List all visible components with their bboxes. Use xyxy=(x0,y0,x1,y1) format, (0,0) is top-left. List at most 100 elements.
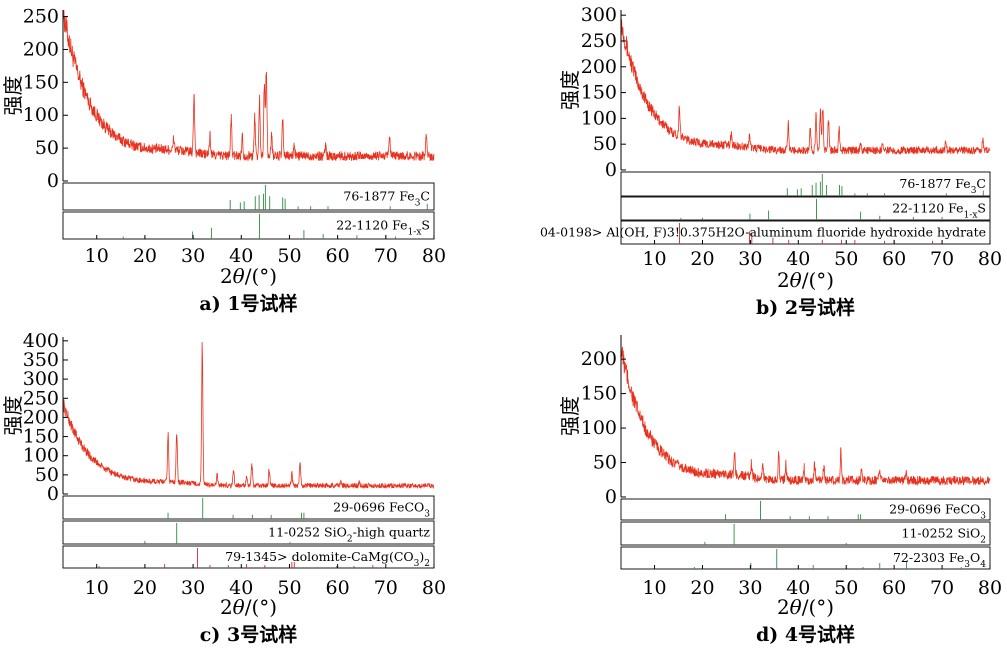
panel-caption: d) 4号试样 xyxy=(756,623,855,646)
reference-label: 29-0696 FeCO3 xyxy=(333,500,430,520)
x-tick-label: 60 xyxy=(326,245,350,267)
reference-pattern-1: 29-0696 FeCO3 xyxy=(620,498,991,522)
x-tick-label: 50 xyxy=(277,577,301,599)
y-tick-label: 200 xyxy=(23,406,59,428)
x-tick-label: 30 xyxy=(738,248,762,270)
y-tick-label: 100 xyxy=(23,104,59,126)
x-tick-label: 20 xyxy=(690,248,714,270)
y-axis-label: 强度 xyxy=(558,396,582,436)
x-tick-label: 20 xyxy=(133,577,157,599)
reference-pattern-1: 76-1877 Fe3C xyxy=(620,171,991,197)
x-tick-label: 20 xyxy=(690,577,714,599)
reference-label: 79-1345> dolomite-CaMg(CO3)2 xyxy=(225,549,430,569)
x-tick-label: 70 xyxy=(930,577,954,599)
y-tick-label: 50 xyxy=(35,464,59,486)
reference-box xyxy=(62,182,435,211)
reference-pattern-3: 79-1345> dolomite-CaMg(CO3)2 xyxy=(62,545,435,569)
x-tick-label: 70 xyxy=(374,577,398,599)
x-tick-label: 30 xyxy=(181,577,205,599)
y-tick-label: 150 xyxy=(581,82,617,104)
reference-box xyxy=(620,546,991,570)
panel-caption: c) 3号试样 xyxy=(200,623,297,646)
x-tick-label: 50 xyxy=(277,245,301,267)
x-tick-label: 60 xyxy=(882,248,906,270)
x-tick-label: 10 xyxy=(85,577,109,599)
reference-pattern-2: 11-0252 SiO2 xyxy=(620,521,991,546)
x-tick-label: 40 xyxy=(786,577,810,599)
reference-pattern-1: 29-0696 FeCO3 xyxy=(62,495,435,520)
y-tick-label: 250 xyxy=(23,6,59,28)
y-tick-label: 200 xyxy=(581,348,617,370)
y-tick-label: 400 xyxy=(23,330,59,352)
x-tick-label: 10 xyxy=(642,577,666,599)
reference-pattern-3: 04-0198> Al(OH, F)3!0.375H2O-aluminum fl… xyxy=(540,220,991,245)
x-axis-label: 2θ/(°) xyxy=(220,264,277,288)
spectrum-line xyxy=(620,346,991,487)
x-tick-label: 30 xyxy=(738,577,762,599)
spectrum-line xyxy=(620,19,991,156)
x-tick-label: 40 xyxy=(229,245,253,267)
x-tick-label: 80 xyxy=(978,248,1002,270)
x-tick-label: 30 xyxy=(181,245,205,267)
y-tick-label: 0 xyxy=(47,483,59,505)
y-tick-label: 150 xyxy=(581,383,617,405)
x-tick-label: 50 xyxy=(834,248,858,270)
y-tick-label: 200 xyxy=(581,56,617,78)
y-axis-label: 强度 xyxy=(558,70,582,110)
x-axis-label: 2θ/(°) xyxy=(220,595,277,619)
x-tick-label: 60 xyxy=(882,577,906,599)
y-tick-label: 150 xyxy=(23,426,59,448)
reference-box xyxy=(620,196,991,221)
x-tick-label: 10 xyxy=(85,245,109,267)
y-tick-label: 100 xyxy=(581,417,617,439)
panel-caption: a) 1号试样 xyxy=(199,292,297,315)
y-tick-label: 50 xyxy=(35,137,59,159)
x-tick-label: 10 xyxy=(642,248,666,270)
reference-label: 22-1120 Fe1-xS xyxy=(892,201,986,221)
reference-pattern-3: 72-2303 Fe3O4 xyxy=(620,546,991,570)
y-tick-label: 150 xyxy=(23,71,59,93)
y-tick-label: 250 xyxy=(581,30,617,52)
xrd-panel-2: 0 50 100 150 200 250 300 强度 76-1877 Fe3C 22-1120 … xyxy=(540,4,1002,319)
y-tick-label: 300 xyxy=(581,4,617,26)
x-tick-label: 70 xyxy=(374,245,398,267)
y-tick-label: 0 xyxy=(605,159,617,181)
x-tick-label: 80 xyxy=(978,577,1002,599)
y-tick-label: 300 xyxy=(23,368,59,390)
reference-pattern-2: 22-1120 Fe1-xS xyxy=(62,211,435,240)
reference-label: 11-0252 SiO2-high quartz xyxy=(268,525,430,545)
spectrum-line xyxy=(62,9,435,162)
x-tick-label: 40 xyxy=(229,577,253,599)
y-tick-label: 100 xyxy=(581,107,617,129)
reference-label: 22-1120 Fe1-xS xyxy=(336,218,430,238)
x-axis-label: 2θ/(°) xyxy=(777,268,834,292)
reference-pattern-2: 22-1120 Fe1-xS xyxy=(620,196,991,221)
x-tick-label: 20 xyxy=(133,245,157,267)
panel-caption: b) 2号试样 xyxy=(756,296,855,319)
reference-box xyxy=(620,498,991,521)
x-tick-label: 70 xyxy=(930,248,954,270)
y-tick-label: 0 xyxy=(47,170,59,192)
reference-label: 76-1877 Fe3C xyxy=(343,189,430,209)
reference-box xyxy=(620,521,991,546)
y-tick-label: 100 xyxy=(23,445,59,467)
x-tick-label: 80 xyxy=(422,245,446,267)
y-tick-label: 350 xyxy=(23,349,59,371)
y-tick-label: 200 xyxy=(23,38,59,60)
y-tick-label: 50 xyxy=(593,452,617,474)
reference-box xyxy=(62,211,435,240)
reference-box xyxy=(62,545,435,569)
reference-label: 29-0696 FeCO3 xyxy=(889,502,986,522)
x-tick-label: 40 xyxy=(786,248,810,270)
y-tick-label: 50 xyxy=(593,133,617,155)
y-tick-label: 250 xyxy=(23,387,59,409)
spectrum-line xyxy=(62,341,435,490)
reference-label: 11-0252 SiO2 xyxy=(902,526,986,546)
xrd-panel-1: 0 50 100 150 200 250 强度 76-1877 Fe3C 22-1120 Fe1… xyxy=(1,6,446,315)
reference-pattern-1: 76-1877 Fe3C xyxy=(62,182,435,211)
x-axis-label: 2θ/(°) xyxy=(777,595,834,619)
reference-box xyxy=(620,220,991,245)
